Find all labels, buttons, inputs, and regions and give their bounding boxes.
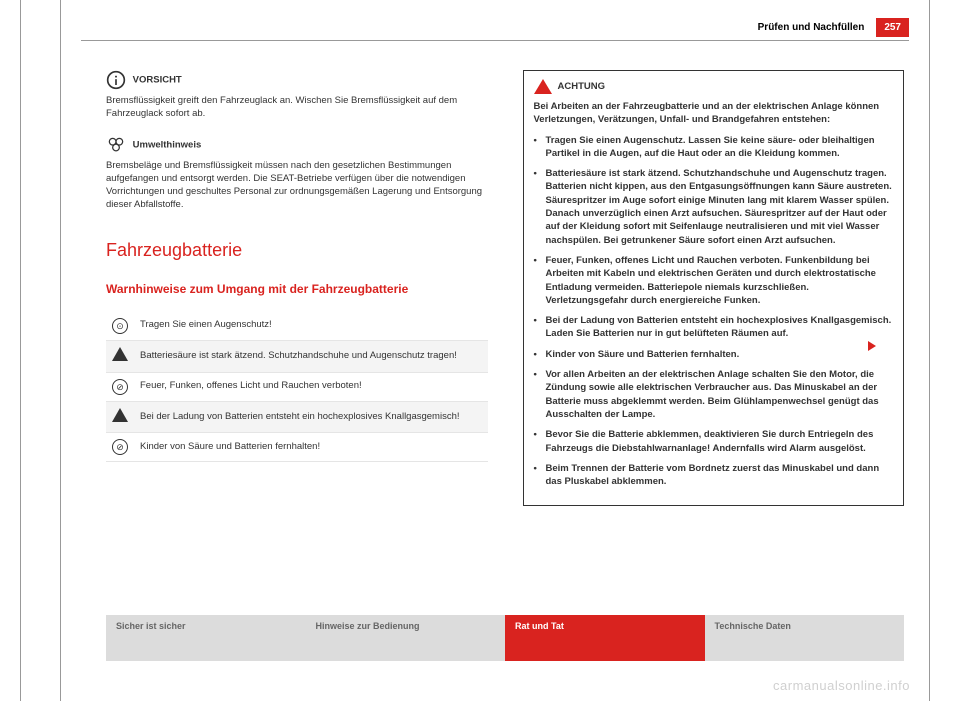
umwelt-label: Umwelthinweis xyxy=(133,139,202,150)
keep-away-children-icon: ⊘ xyxy=(112,439,128,455)
page-frame: Prüfen und Nachfüllen 257 VORSICHT Brems… xyxy=(60,0,930,701)
list-item: Vor allen Arbeiten an der elektrischen A… xyxy=(534,368,894,421)
achtung-list: Tragen Sie einen Augenschutz. Lassen Sie… xyxy=(534,134,894,489)
symbol-text: Tragen Sie einen Augenschutz! xyxy=(134,312,488,341)
achtung-intro: Bei Arbeiten an der Fahrzeugbatterie und… xyxy=(534,100,894,127)
heading-warnhinweise: Warnhinweise zum Umgang mit der Fahrzeug… xyxy=(106,281,488,298)
continue-arrow-icon xyxy=(868,341,876,351)
list-item: Batteriesäure ist stark ätzend. Schutzha… xyxy=(534,167,894,247)
recycle-icon xyxy=(106,135,126,155)
symbol-table: ⊙ Tragen Sie einen Augenschutz! Batterie… xyxy=(106,312,488,463)
umwelt-text: Bremsbeläge und Bremsflüssigkeit müssen … xyxy=(106,159,488,212)
left-column: VORSICHT Bremsflüssigkeit greift den Fah… xyxy=(106,70,488,506)
list-item: Feuer, Funken, offenes Licht und Rauchen… xyxy=(534,254,894,307)
explosion-icon xyxy=(112,408,128,422)
list-item: Tragen Sie einen Augenschutz. Lassen Sie… xyxy=(534,134,894,161)
vorsicht-callout: VORSICHT xyxy=(106,70,488,90)
no-fire-icon: ⊘ xyxy=(112,379,128,395)
warning-triangle-icon xyxy=(534,79,552,94)
section-title: Prüfen und Nachfüllen xyxy=(758,22,865,33)
table-row: Bei der Ladung von Batterien entsteht ei… xyxy=(106,401,488,433)
tab-rat-und-tat[interactable]: Rat und Tat xyxy=(505,615,705,661)
table-row: ⊘ Feuer, Funken, offenes Licht und Rauch… xyxy=(106,372,488,401)
footer-tabs: Sicher ist sicher Hinweise zur Bedienung… xyxy=(106,615,904,661)
vorsicht-label: VORSICHT xyxy=(133,74,182,85)
vorsicht-text: Bremsflüssigkeit greift den Fahrzeuglack… xyxy=(106,94,488,121)
table-row: ⊘ Kinder von Säure und Batterien fernhal… xyxy=(106,433,488,462)
tab-technische-daten[interactable]: Technische Daten xyxy=(705,615,905,661)
tab-sicher[interactable]: Sicher ist sicher xyxy=(106,615,306,661)
achtung-box: ACHTUNG Bei Arbeiten an der Fahrzeugbatt… xyxy=(523,70,905,506)
table-row: Batteriesäure ist stark ätzend. Schutzha… xyxy=(106,340,488,372)
tab-hinweise[interactable]: Hinweise zur Bedienung xyxy=(306,615,506,661)
caution-icon xyxy=(106,70,126,90)
goggles-icon: ⊙ xyxy=(112,318,128,334)
watermark: carmanualsonline.info xyxy=(773,678,910,693)
symbol-text: Kinder von Säure und Batterien fernhalte… xyxy=(134,433,488,462)
list-item: Bei der Ladung von Batterien entsteht ei… xyxy=(534,314,894,341)
list-item: Beim Trennen der Batterie vom Bordnetz z… xyxy=(534,462,894,489)
heading-fahrzeugbatterie: Fahrzeugbatterie xyxy=(106,238,488,263)
table-row: ⊙ Tragen Sie einen Augenschutz! xyxy=(106,312,488,341)
umwelt-callout: Umwelthinweis xyxy=(106,135,488,155)
achtung-label: ACHTUNG xyxy=(558,80,606,93)
symbol-text: Batteriesäure ist stark ätzend. Schutzha… xyxy=(134,340,488,372)
symbol-text: Feuer, Funken, offenes Licht und Rauchen… xyxy=(134,372,488,401)
right-column: ACHTUNG Bei Arbeiten an der Fahrzeugbatt… xyxy=(523,70,905,506)
header: Prüfen und Nachfüllen 257 xyxy=(758,18,909,37)
page-number: 257 xyxy=(876,18,909,37)
list-item: Kinder von Säure und Batterien fernhalte… xyxy=(534,348,894,361)
corrosive-icon xyxy=(112,347,128,361)
symbol-text: Bei der Ladung von Batterien entsteht ei… xyxy=(134,401,488,433)
list-item: Bevor Sie die Batterie abklemmen, deakti… xyxy=(534,428,894,455)
header-rule xyxy=(81,40,909,41)
